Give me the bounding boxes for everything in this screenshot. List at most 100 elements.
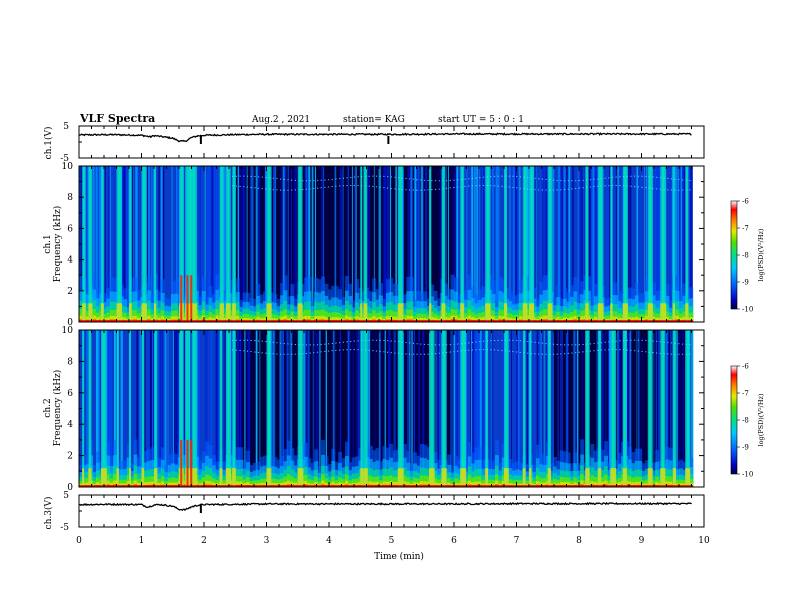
- spec1-baseline: [79, 320, 693, 322]
- spec2-lf-band: [150, 481, 155, 487]
- spec1-streak: [439, 166, 442, 322]
- spec2-lf-band: [106, 480, 111, 487]
- spec1-streak: [413, 166, 415, 322]
- spec2-lf-band: [147, 481, 152, 487]
- spec2-streak: [453, 330, 455, 487]
- spec1-streak: [355, 166, 357, 322]
- spec2-streak: [414, 330, 416, 487]
- spec1-streak: [135, 166, 137, 322]
- spec1-streak: [86, 166, 88, 322]
- spec1-burst-core: [117, 166, 121, 322]
- spec1-streak: [290, 166, 293, 322]
- spec2-lf-band: [604, 480, 609, 487]
- spec1-burst-low: [610, 303, 613, 322]
- spec2-lf-band: [542, 482, 547, 487]
- spec2-burst-core: [180, 330, 183, 487]
- spec2-lf-band: [109, 482, 114, 487]
- spec1-lf-band: [433, 313, 438, 322]
- spec1-streak: [275, 166, 277, 322]
- spec2-lf-band: [638, 481, 643, 487]
- spec1-streak: [577, 166, 579, 322]
- spec2-burst-core: [673, 330, 676, 487]
- spec2-streak: [629, 330, 631, 487]
- spec2-lf-band: [535, 475, 540, 487]
- spec2-streak: [641, 330, 643, 487]
- spec2-streak: [312, 330, 315, 487]
- spec1-lf-band: [327, 317, 332, 322]
- cb2-tick-label: -7: [742, 390, 749, 398]
- spec2-streak: [542, 330, 545, 487]
- spec2-streak: [626, 330, 629, 487]
- spec1-streak: [255, 166, 257, 322]
- spec1-burst-low: [504, 303, 508, 322]
- spec1-lf-band: [147, 315, 152, 322]
- spec1-streak: [342, 166, 344, 322]
- spec1-streak: [208, 166, 211, 322]
- spec2-burst-core: [461, 330, 465, 487]
- spec1-streak: [452, 166, 455, 322]
- spec2-streak: [223, 330, 225, 487]
- spec1-streak: [592, 166, 595, 322]
- spec2-burst-low: [188, 468, 191, 487]
- spec1-lf-band: [580, 316, 585, 322]
- spec2-streak: [315, 330, 318, 487]
- spec2-streak: [575, 330, 578, 487]
- spec1-streak: [509, 166, 511, 322]
- spec1-burst-low: [360, 303, 363, 322]
- spec1-streak: [644, 166, 645, 322]
- spec1-lf-band: [92, 315, 97, 322]
- spec2-streak: [565, 330, 569, 487]
- spec1-streak: [223, 166, 226, 322]
- ch3-xtick-label: 6: [451, 536, 457, 546]
- spec1-lf-band: [79, 315, 83, 322]
- spec1-lf-band: [136, 317, 141, 322]
- spec1-lf-band: [133, 315, 138, 322]
- spec1-lf-band: [174, 316, 179, 322]
- spec1-burst-low: [672, 303, 675, 322]
- spec2-burst-low: [360, 468, 364, 487]
- spec2-lf-band: [341, 483, 346, 487]
- spec2-streak: [520, 330, 523, 487]
- spec2-burst-low: [225, 468, 232, 487]
- spec2-red-spike: [180, 439, 183, 487]
- spec2-lf-band: [174, 478, 179, 487]
- spec2-streak: [470, 330, 472, 487]
- spec2-lf-band: [136, 482, 141, 487]
- spec2-streak: [120, 330, 123, 487]
- spec2-streak: [618, 330, 620, 487]
- spec1-lf-band: [379, 316, 383, 322]
- spec1-lf-band: [665, 316, 670, 322]
- spec1-streak: [590, 166, 593, 322]
- spec1-lf-band: [402, 318, 407, 322]
- spec1-streak: [518, 166, 521, 322]
- spec2-burst-core: [188, 330, 190, 487]
- spec2-streak: [149, 330, 153, 487]
- spec1-burst-core: [429, 166, 431, 322]
- spec1-lf-band: [246, 318, 250, 322]
- spec2-streak: [636, 330, 638, 487]
- spec2-lf-band: [563, 482, 568, 487]
- spec2-burst-low: [397, 468, 404, 487]
- spec1-streak: [689, 166, 693, 322]
- spec2-lf-band: [454, 482, 458, 487]
- spec2-lf-band: [263, 478, 268, 487]
- spec1-burst-core: [142, 166, 146, 322]
- spec2-lf-band: [580, 480, 585, 487]
- spec1-streak: [671, 166, 673, 322]
- spec2-burst-core: [186, 330, 188, 487]
- spec1-burst-core: [486, 166, 490, 322]
- spec2-burst-low: [429, 468, 435, 487]
- spec1-burst-low: [547, 303, 553, 322]
- spec1-burst-core: [364, 166, 367, 322]
- spec1-streak: [395, 166, 397, 322]
- spec2-burst-low: [672, 468, 677, 487]
- spec2-lf-band: [590, 481, 595, 487]
- ch1-ytick-label: -5: [60, 154, 69, 164]
- spec1-streak: [409, 166, 412, 322]
- figure-title: VLF Spectra: [79, 112, 155, 125]
- spec2-lf-band: [174, 482, 179, 487]
- spec2-lf-band: [433, 482, 438, 487]
- spec2-lf-band: [477, 481, 482, 487]
- spec1-red-spike: [186, 275, 189, 322]
- spec2-streak: [259, 330, 261, 487]
